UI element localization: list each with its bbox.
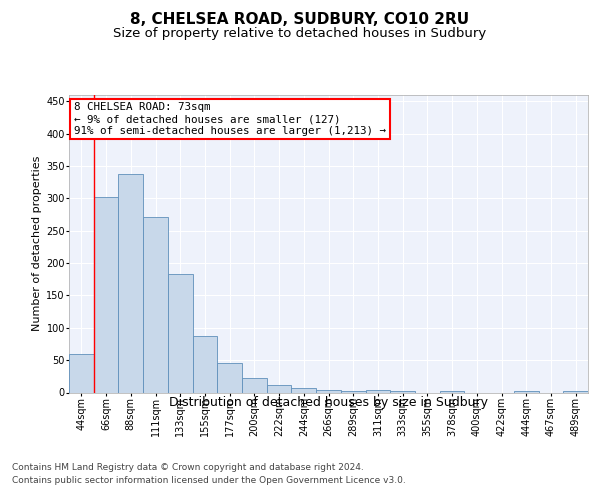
Bar bbox=[341, 391, 365, 392]
Bar bbox=[69, 354, 94, 393]
Bar bbox=[292, 388, 316, 392]
Bar bbox=[390, 390, 415, 392]
Y-axis label: Number of detached properties: Number of detached properties bbox=[32, 156, 42, 332]
Text: Contains HM Land Registry data © Crown copyright and database right 2024.: Contains HM Land Registry data © Crown c… bbox=[12, 462, 364, 471]
Text: Size of property relative to detached houses in Sudbury: Size of property relative to detached ho… bbox=[113, 28, 487, 40]
Bar bbox=[94, 197, 118, 392]
Bar bbox=[316, 390, 341, 392]
Text: Distribution of detached houses by size in Sudbury: Distribution of detached houses by size … bbox=[169, 396, 488, 409]
Bar bbox=[440, 390, 464, 392]
Bar bbox=[365, 390, 390, 392]
Bar bbox=[563, 390, 588, 392]
Text: 8 CHELSEA ROAD: 73sqm
← 9% of detached houses are smaller (127)
91% of semi-deta: 8 CHELSEA ROAD: 73sqm ← 9% of detached h… bbox=[74, 102, 386, 136]
Text: 8, CHELSEA ROAD, SUDBURY, CO10 2RU: 8, CHELSEA ROAD, SUDBURY, CO10 2RU bbox=[130, 12, 470, 28]
Bar bbox=[242, 378, 267, 392]
Bar bbox=[217, 364, 242, 392]
Bar bbox=[514, 391, 539, 392]
Text: Contains public sector information licensed under the Open Government Licence v3: Contains public sector information licen… bbox=[12, 476, 406, 485]
Bar bbox=[168, 274, 193, 392]
Bar bbox=[267, 384, 292, 392]
Bar bbox=[193, 336, 217, 392]
Bar bbox=[118, 174, 143, 392]
Bar bbox=[143, 216, 168, 392]
